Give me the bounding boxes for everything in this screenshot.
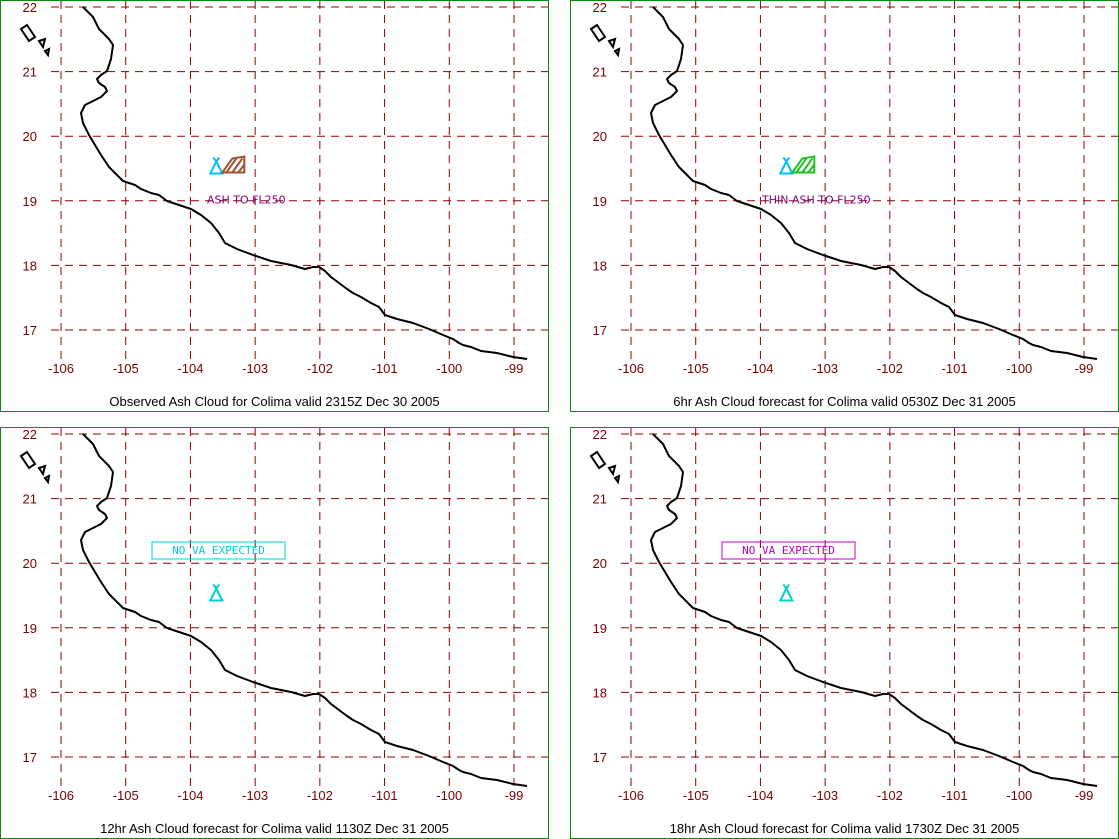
lon-tick-label: -99 bbox=[1075, 361, 1094, 376]
lon-tick-label: -100 bbox=[436, 788, 462, 803]
coastline bbox=[80, 6, 528, 360]
lon-tick-label: -105 bbox=[683, 361, 709, 376]
lat-tick-label: 22 bbox=[593, 1, 607, 15]
island-outline bbox=[589, 23, 621, 58]
island-outline bbox=[19, 23, 51, 58]
no-va-notice: NO VA EXPECTED bbox=[721, 541, 856, 560]
lat-tick-label: 21 bbox=[23, 492, 37, 507]
lat-tick-label: 19 bbox=[593, 194, 607, 209]
ash-cloud-label: ASH TO FL250 bbox=[207, 194, 286, 207]
lat-tick-label: 21 bbox=[593, 492, 607, 507]
island-outline bbox=[19, 450, 51, 485]
map-canvas: -106 -105 -104 -103 -102 -101 -100 -99 22 21 20 19 1… bbox=[19, 428, 548, 803]
lon-tick-label: -99 bbox=[505, 361, 524, 376]
lon-tick-label: -103 bbox=[812, 361, 838, 376]
lon-tick-label: -106 bbox=[618, 361, 644, 376]
lon-tick-label: -104 bbox=[177, 361, 203, 376]
lon-tick-label: -100 bbox=[1006, 788, 1032, 803]
map-panel-18hr: -106 -105 -104 -103 -102 -101 -100 -99 22 21 20 19 1… bbox=[570, 427, 1119, 839]
volcano-icon bbox=[208, 583, 224, 602]
no-va-notice-text: NO VA EXPECTED bbox=[172, 544, 265, 557]
lat-tick-label: 22 bbox=[23, 428, 37, 442]
lat-tick-label: 17 bbox=[593, 750, 607, 765]
lat-tick-label: 21 bbox=[23, 65, 37, 80]
coastline bbox=[80, 433, 528, 787]
lon-tick-label: -104 bbox=[177, 788, 203, 803]
lat-tick-label: 20 bbox=[23, 556, 37, 571]
lon-tick-label: -105 bbox=[113, 788, 139, 803]
lon-tick-label: -105 bbox=[683, 788, 709, 803]
panel-caption: 18hr Ash Cloud forecast for Colima valid… bbox=[669, 821, 1020, 836]
lat-tick-label: 18 bbox=[23, 685, 37, 700]
lon-tick-label: -104 bbox=[747, 788, 773, 803]
lat-tick-label: 22 bbox=[593, 428, 607, 442]
volcano-icon bbox=[208, 156, 224, 175]
lon-tick-label: -106 bbox=[48, 361, 74, 376]
map-panel-12hr: -106 -105 -104 -103 -102 -101 -100 -99 22 21 20 19 1… bbox=[0, 427, 549, 839]
lon-tick-label: -106 bbox=[48, 788, 74, 803]
lat-tick-label: 17 bbox=[593, 323, 607, 338]
lon-tick-label: -105 bbox=[113, 361, 139, 376]
lon-tick-label: -99 bbox=[505, 788, 524, 803]
lon-tick-label: -99 bbox=[1075, 788, 1094, 803]
ash-cloud-label: THIN ASH TO FL250 bbox=[761, 194, 871, 207]
map-canvas: -106 -105 -104 -103 -102 -101 -100 -99 22 21 20 19 1… bbox=[589, 428, 1118, 803]
lat-tick-label: 21 bbox=[593, 65, 607, 80]
lon-tick-label: -101 bbox=[372, 361, 398, 376]
coastline bbox=[650, 433, 1098, 787]
lat-tick-label: 19 bbox=[23, 194, 37, 209]
lat-tick-label: 17 bbox=[23, 750, 37, 765]
ash-cloud-polygon bbox=[790, 155, 816, 174]
lon-tick-label: -101 bbox=[942, 788, 968, 803]
lon-tick-label: -102 bbox=[307, 788, 333, 803]
map-panel-observed: -106 -105 -104 -103 -102 -101 -100 -99 22 21 20 19 1… bbox=[0, 0, 549, 412]
volcano-icon bbox=[778, 583, 794, 602]
lat-tick-label: 18 bbox=[23, 258, 37, 273]
lat-tick-label: 20 bbox=[593, 556, 607, 571]
no-va-notice-text: NO VA EXPECTED bbox=[742, 544, 835, 557]
lon-tick-label: -101 bbox=[942, 361, 968, 376]
lat-tick-label: 17 bbox=[23, 323, 37, 338]
lon-tick-label: -103 bbox=[242, 788, 268, 803]
no-va-notice: NO VA EXPECTED bbox=[151, 541, 286, 560]
lat-tick-label: 20 bbox=[593, 129, 607, 144]
lon-tick-label: -102 bbox=[307, 361, 333, 376]
lon-tick-label: -104 bbox=[747, 361, 773, 376]
map-panel-6hr: -106 -105 -104 -103 -102 -101 -100 -99 22 21 20 19 1… bbox=[570, 0, 1119, 412]
lon-tick-label: -106 bbox=[618, 788, 644, 803]
ash-cloud-polygon bbox=[220, 155, 246, 174]
lon-tick-label: -102 bbox=[877, 788, 903, 803]
panel-caption: 12hr Ash Cloud forecast for Colima valid… bbox=[100, 821, 449, 836]
lon-tick-label: -102 bbox=[877, 361, 903, 376]
lat-tick-label: 22 bbox=[23, 1, 37, 15]
lon-tick-label: -103 bbox=[812, 788, 838, 803]
lat-tick-label: 20 bbox=[23, 129, 37, 144]
lat-tick-label: 19 bbox=[593, 621, 607, 636]
panel-caption: 6hr Ash Cloud forecast for Colima valid … bbox=[673, 394, 1016, 409]
lat-tick-label: 18 bbox=[593, 685, 607, 700]
lat-tick-label: 18 bbox=[593, 258, 607, 273]
map-canvas: -106 -105 -104 -103 -102 -101 -100 -99 22 21 20 19 1… bbox=[589, 1, 1118, 376]
map-canvas: -106 -105 -104 -103 -102 -101 -100 -99 22 21 20 19 1… bbox=[19, 1, 548, 376]
lon-tick-label: -100 bbox=[436, 361, 462, 376]
lon-tick-label: -103 bbox=[242, 361, 268, 376]
lon-tick-label: -101 bbox=[372, 788, 398, 803]
volcano-icon bbox=[778, 156, 794, 175]
island-outline bbox=[589, 450, 621, 485]
lon-tick-label: -100 bbox=[1006, 361, 1032, 376]
lat-tick-label: 19 bbox=[23, 621, 37, 636]
coastline bbox=[650, 6, 1098, 360]
panel-caption: Observed Ash Cloud for Colima valid 2315… bbox=[109, 394, 440, 409]
